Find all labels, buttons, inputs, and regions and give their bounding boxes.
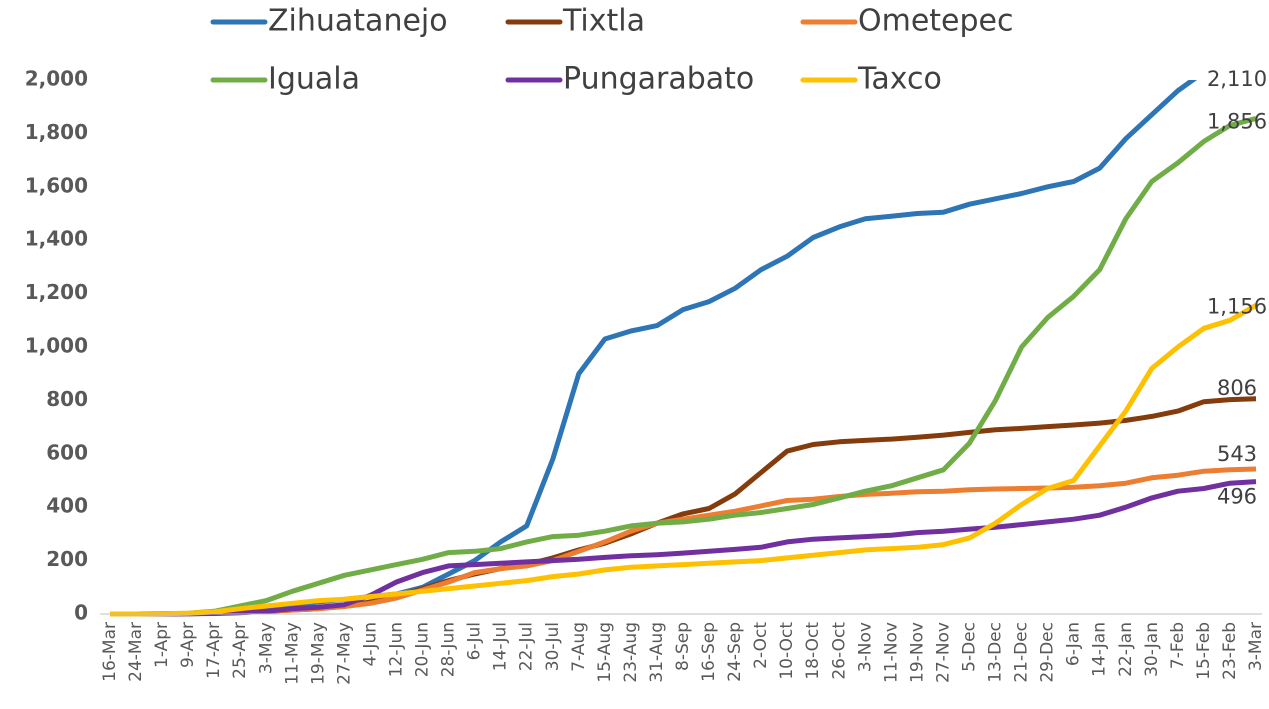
x-tick-label: 14-Jan <box>1090 622 1110 677</box>
value-label: 543 <box>1217 442 1257 466</box>
x-tick-label: 23-Aug <box>621 622 641 683</box>
x-tick-label: 7-Feb <box>1168 622 1188 669</box>
x-tick-label: 3-Nov <box>855 622 875 672</box>
x-tick-label: 15-Feb <box>1194 622 1214 680</box>
x-tick-label: 16-Sep <box>699 622 719 682</box>
x-tick-label: 22-Jul <box>517 622 537 671</box>
legend-label: Pungarabato <box>563 62 754 97</box>
x-tick-label: 16-Mar <box>100 622 120 682</box>
x-tick-label: 11-Nov <box>881 622 901 683</box>
y-tick-label: 2,000 <box>25 67 88 91</box>
x-tick-label: 20-Jun <box>413 622 433 677</box>
series-line <box>110 479 1257 617</box>
y-tick-label: 1,400 <box>25 227 88 251</box>
x-tick-label: 10-Oct <box>777 622 797 680</box>
x-tick-label: 29-Dec <box>1038 622 1058 683</box>
series-line <box>110 80 1198 617</box>
y-tick-label: 1,600 <box>25 173 88 197</box>
x-tick-label: 8-Sep <box>673 622 693 671</box>
x-tick-label: 19-Nov <box>907 622 927 683</box>
x-tick-label: 24-Sep <box>725 622 745 682</box>
x-tick-label: 19-May <box>308 622 328 685</box>
value-label: 2,110 <box>1207 67 1267 91</box>
y-tick-label: 800 <box>46 387 88 411</box>
legend-label: Tixtla <box>562 4 645 39</box>
legend-label: Zihuatanejo <box>268 4 448 39</box>
x-tick-label: 11-May <box>282 622 302 685</box>
x-tick-label: 24-Mar <box>126 622 146 682</box>
x-tick-label: 23-Feb <box>1220 622 1240 680</box>
x-tick-label: 1-Apr <box>152 622 172 668</box>
x-tick-label: 14-Jul <box>491 622 511 671</box>
y-tick-label: 600 <box>46 440 88 464</box>
value-label: 806 <box>1217 376 1257 400</box>
x-tick-label: 6-Jan <box>1064 622 1084 666</box>
legend-label: Ometepec <box>858 4 1014 39</box>
x-tick-label: 4-Jun <box>360 622 380 666</box>
value-label: 1,156 <box>1207 294 1267 318</box>
value-label: 1,856 <box>1207 109 1267 133</box>
plot-area <box>110 80 1258 617</box>
x-tick-label: 30-Jan <box>1142 622 1162 677</box>
x-tick-label: 7-Aug <box>569 622 589 672</box>
x-tick-label: 15-Aug <box>595 622 615 683</box>
series-line <box>110 115 1257 617</box>
x-tick-label: 31-Aug <box>647 622 667 683</box>
x-tick-label: 22-Jan <box>1116 622 1136 677</box>
x-tick-label: 25-Apr <box>230 622 250 679</box>
x-tick-label: 27-May <box>334 622 354 685</box>
y-tick-label: 1,000 <box>25 334 88 358</box>
x-tick-label: 28-Jun <box>439 622 459 677</box>
y-tick-label: 400 <box>46 494 88 518</box>
x-tick-label: 21-Dec <box>1012 622 1032 683</box>
x-tick-label: 18-Oct <box>803 622 823 680</box>
y-tick-label: 0 <box>74 601 88 625</box>
x-tick-label: 26-Oct <box>829 622 849 680</box>
x-tick-label: 9-Apr <box>178 622 198 668</box>
x-tick-label: 3-Mar <box>1246 622 1266 671</box>
series-line <box>110 466 1257 617</box>
x-tick-label: 12-Jun <box>387 622 407 677</box>
x-tick-label: 27-Nov <box>933 622 953 683</box>
y-tick-label: 1,200 <box>25 280 88 304</box>
legend-label: Taxco <box>857 62 942 97</box>
legend-label: Iguala <box>268 62 360 97</box>
y-tick-label: 200 <box>46 547 88 571</box>
x-tick-label: 30-Jul <box>543 622 563 671</box>
series-line <box>110 396 1257 617</box>
x-tick-label: 2-Oct <box>751 622 771 669</box>
value-label: 496 <box>1217 485 1257 509</box>
x-tick-label: 17-Apr <box>204 622 224 679</box>
series-line <box>110 303 1258 617</box>
x-tick-label: 13-Dec <box>986 622 1006 683</box>
y-tick-label: 1,800 <box>25 120 88 144</box>
x-tick-label: 6-Jul <box>465 622 485 660</box>
x-tick-label: 5-Dec <box>960 622 980 672</box>
x-tick-label: 3-May <box>256 622 276 674</box>
